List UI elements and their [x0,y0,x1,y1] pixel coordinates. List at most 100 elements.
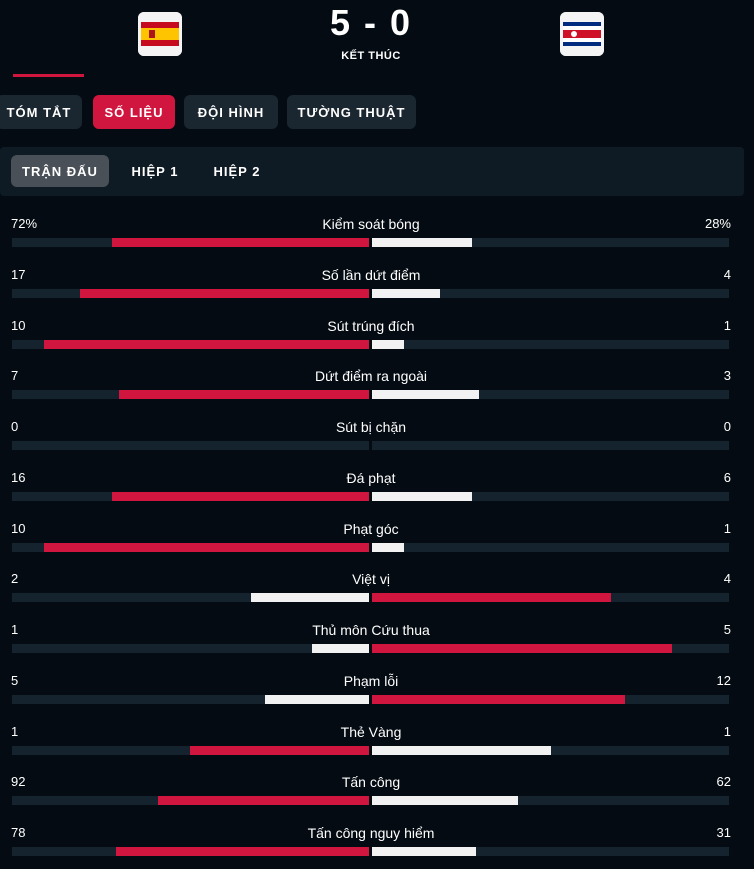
stat-home-value: 1 [11,622,19,637]
stat-label: Phạt góc [343,520,399,537]
stat-away-bar [372,847,476,856]
stat-away-track [372,542,729,552]
stat-home-track [12,441,369,450]
stat-row: 92 Tấn công 62 [0,768,754,818]
stat-away-value: 5 [723,622,731,637]
tab-second-half[interactable]: HIỆP 2 [213,163,261,179]
stat-home-bar [158,796,369,806]
stat-away-track [372,441,729,450]
stat-home-value: 1 [11,723,19,739]
stat-away-track [372,796,729,806]
stat-home-track [12,694,369,704]
tab-lineups[interactable]: ĐỘI HÌNH [184,95,278,129]
tab-first-half[interactable]: HIỆP 1 [131,163,179,179]
tab-commentary[interactable]: TƯỜNG THUẬT [287,95,416,129]
stat-home-track [12,847,369,856]
stat-label: Việt vị [352,571,390,588]
stat-home-value: 7 [11,368,19,384]
stat-away-value: 4 [723,266,731,282]
stat-home-track [12,796,369,806]
stat-away-track [372,644,729,653]
stat-home-value: 0 [11,419,19,434]
costa-rica-flag-icon[interactable] [560,12,604,56]
stat-away-value: 3 [723,368,731,384]
stat-away-bar [372,745,551,755]
stat-label: Phạm lỗi [343,672,399,689]
stat-home-track [12,491,369,501]
stat-label: Sút bị chặn [335,419,407,435]
stat-row: 1 Thủ môn Cứu thua 5 [0,616,754,666]
stat-home-track [12,390,369,400]
stat-home-value: 5 [11,672,19,688]
stat-away-value: 1 [723,520,731,536]
stat-row: 72% Kiểm soát bóng 28% [0,210,754,260]
stat-label: Tấn công nguy hiểm [307,825,435,841]
stat-away-value: 1 [723,723,731,739]
stat-home-track [12,542,369,552]
stat-away-bar [372,694,625,704]
stat-home-bar [44,339,369,349]
stat-label: Sút trúng đích [327,317,415,334]
stat-home-track [12,339,369,349]
stat-label: Kiểm soát bóng [322,216,420,232]
stat-row: 10 Sút trúng đích 1 [0,312,754,362]
stat-away-track [372,847,729,856]
stat-home-track [12,745,369,755]
stat-home-value: 10 [11,317,26,333]
stat-label: Thủ môn Cứu thua [312,622,430,638]
tab-summary[interactable]: TÓM TẮT [0,95,82,129]
stat-row: 16 Đá phạt 6 [0,464,754,514]
stat-away-track [372,238,729,247]
stat-home-bar [265,694,369,704]
stat-away-track [372,745,729,755]
tab-stats[interactable]: SỐ LIỆU [93,95,175,129]
match-status: KẾT THÚC [341,50,401,62]
stat-label: Số lần dứt điểm [321,266,421,283]
stat-home-track [12,238,369,247]
stat-away-value: 6 [723,469,731,485]
stat-row: 10 Phạt góc 1 [0,515,754,565]
stat-away-value: 1 [723,317,731,333]
stat-away-track [372,288,729,298]
stat-away-bar [372,288,440,298]
stat-home-value: 72% [11,216,38,231]
stat-row: 0 Sút bị chặn 0 [0,413,754,463]
stat-home-track [12,593,369,603]
stat-away-bar [372,796,518,806]
stat-away-bar [372,491,472,501]
match-score: 5 - 0 [329,2,413,43]
match-header: 5 - 0 KẾT THÚC [0,0,754,78]
stat-away-track [372,491,729,501]
stat-label: Tấn công [341,774,401,791]
stat-away-bar [372,644,672,653]
stat-away-value: 62 [716,774,731,790]
stat-row: 7 Dứt điểm ra ngoài 3 [0,362,754,412]
stat-away-bar [372,542,404,552]
stat-home-bar [116,847,369,856]
stat-row: 1 Thẻ Vàng 1 [0,718,754,768]
stat-home-bar [80,288,369,298]
stat-away-value: 0 [723,419,731,434]
stat-away-value: 4 [723,571,731,587]
stat-row: 78 Tấn công nguy hiểm 31 [0,819,754,869]
stat-label: Dứt điểm ra ngoài [314,368,428,385]
stat-home-track [12,288,369,298]
stat-home-value: 16 [11,469,26,485]
stat-home-value: 17 [11,266,26,282]
spain-flag-icon[interactable] [138,12,182,56]
stat-home-bar [251,593,369,603]
stat-home-bar [312,644,369,653]
period-tabs: TRẬN ĐẤU HIỆP 1 HIỆP 2 [0,147,744,196]
stat-label: Thẻ Vàng [340,723,402,740]
stat-away-track [372,694,729,704]
stat-home-bar [44,542,369,552]
stat-home-bar [112,238,369,247]
stat-row: 2 Việt vị 4 [0,565,754,615]
stat-home-value: 2 [11,571,19,587]
header-active-underline [13,74,84,77]
stat-home-bar [190,745,369,755]
stat-away-bar [372,339,404,349]
stat-home-track [12,644,369,653]
stat-home-bar [119,390,369,400]
tab-full-match[interactable]: TRẬN ĐẤU [11,155,109,187]
